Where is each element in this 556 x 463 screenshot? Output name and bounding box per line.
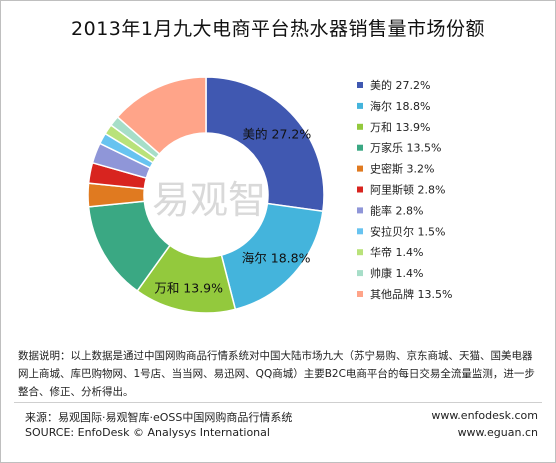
legend-swatch-3 bbox=[357, 144, 363, 151]
legend-swatch-1 bbox=[357, 102, 363, 109]
legend-item-5: 阿里斯顿 2.8% bbox=[370, 183, 445, 197]
legend-item-3: 万家乐 13.5% bbox=[370, 141, 441, 155]
slice-labels: 美的 27.2% 海尔 18.8% 万和 13.9% bbox=[154, 126, 311, 295]
legend-swatch-9 bbox=[357, 270, 363, 277]
legend-swatch-7 bbox=[357, 228, 363, 235]
footer-divider bbox=[14, 402, 542, 403]
legend-item-1: 海尔 18.8% bbox=[370, 99, 430, 113]
legend-item-0: 美的 27.2% bbox=[370, 78, 430, 92]
slice-label-2: 万和 13.9% bbox=[154, 280, 223, 295]
legend-item-7: 安拉贝尔 1.5% bbox=[370, 224, 445, 238]
legend-swatch-0 bbox=[357, 82, 363, 88]
slice-10 bbox=[116, 76, 207, 156]
legend-item-8: 华帝 1.4% bbox=[370, 245, 423, 259]
slice-label-1: 海尔 18.8% bbox=[242, 251, 311, 266]
legend-swatch-5 bbox=[357, 186, 363, 193]
legend-swatch-2 bbox=[357, 123, 363, 130]
source-cn: 来源：易观国际·易观智库·eOSS中国网购商品行情系统 bbox=[25, 411, 293, 424]
legend-item-4: 史密斯 3.2% bbox=[370, 162, 434, 176]
donut-slices bbox=[87, 76, 325, 314]
legend-item-9: 帅康 1.4% bbox=[370, 266, 423, 280]
legend-item-10: 其他品牌 13.5% bbox=[370, 287, 452, 301]
legend-swatch-6 bbox=[357, 207, 363, 214]
url-eguan[interactable]: www.eguan.cn bbox=[457, 426, 538, 439]
legend-swatch-8 bbox=[357, 249, 363, 256]
legend-item-6: 能率 2.8% bbox=[370, 203, 423, 217]
legend: 美的 27.2% 海尔 18.8% 万和 13.9% 万家乐 13.5% 史密斯 3.2… bbox=[357, 78, 452, 301]
slice-label-0: 美的 27.2% bbox=[243, 126, 312, 141]
legend-swatch-10 bbox=[357, 291, 363, 297]
data-note: 数据说明：以上数据是通过中国网购商品行情系统对中国大陆市场九大（苏宁易购、京东商… bbox=[18, 350, 535, 398]
url-enfodesk[interactable]: www.enfodesk.com bbox=[431, 409, 538, 422]
slice-0 bbox=[205, 76, 325, 213]
legend-swatch-4 bbox=[357, 165, 363, 172]
chart-title: 2013年1月九大电商平台热水器销售量市场份额 bbox=[71, 18, 485, 40]
legend-item-2: 万和 13.9% bbox=[370, 121, 430, 134]
source-en: SOURCE: EnfoDesk © Analysys Internationa… bbox=[25, 426, 270, 439]
